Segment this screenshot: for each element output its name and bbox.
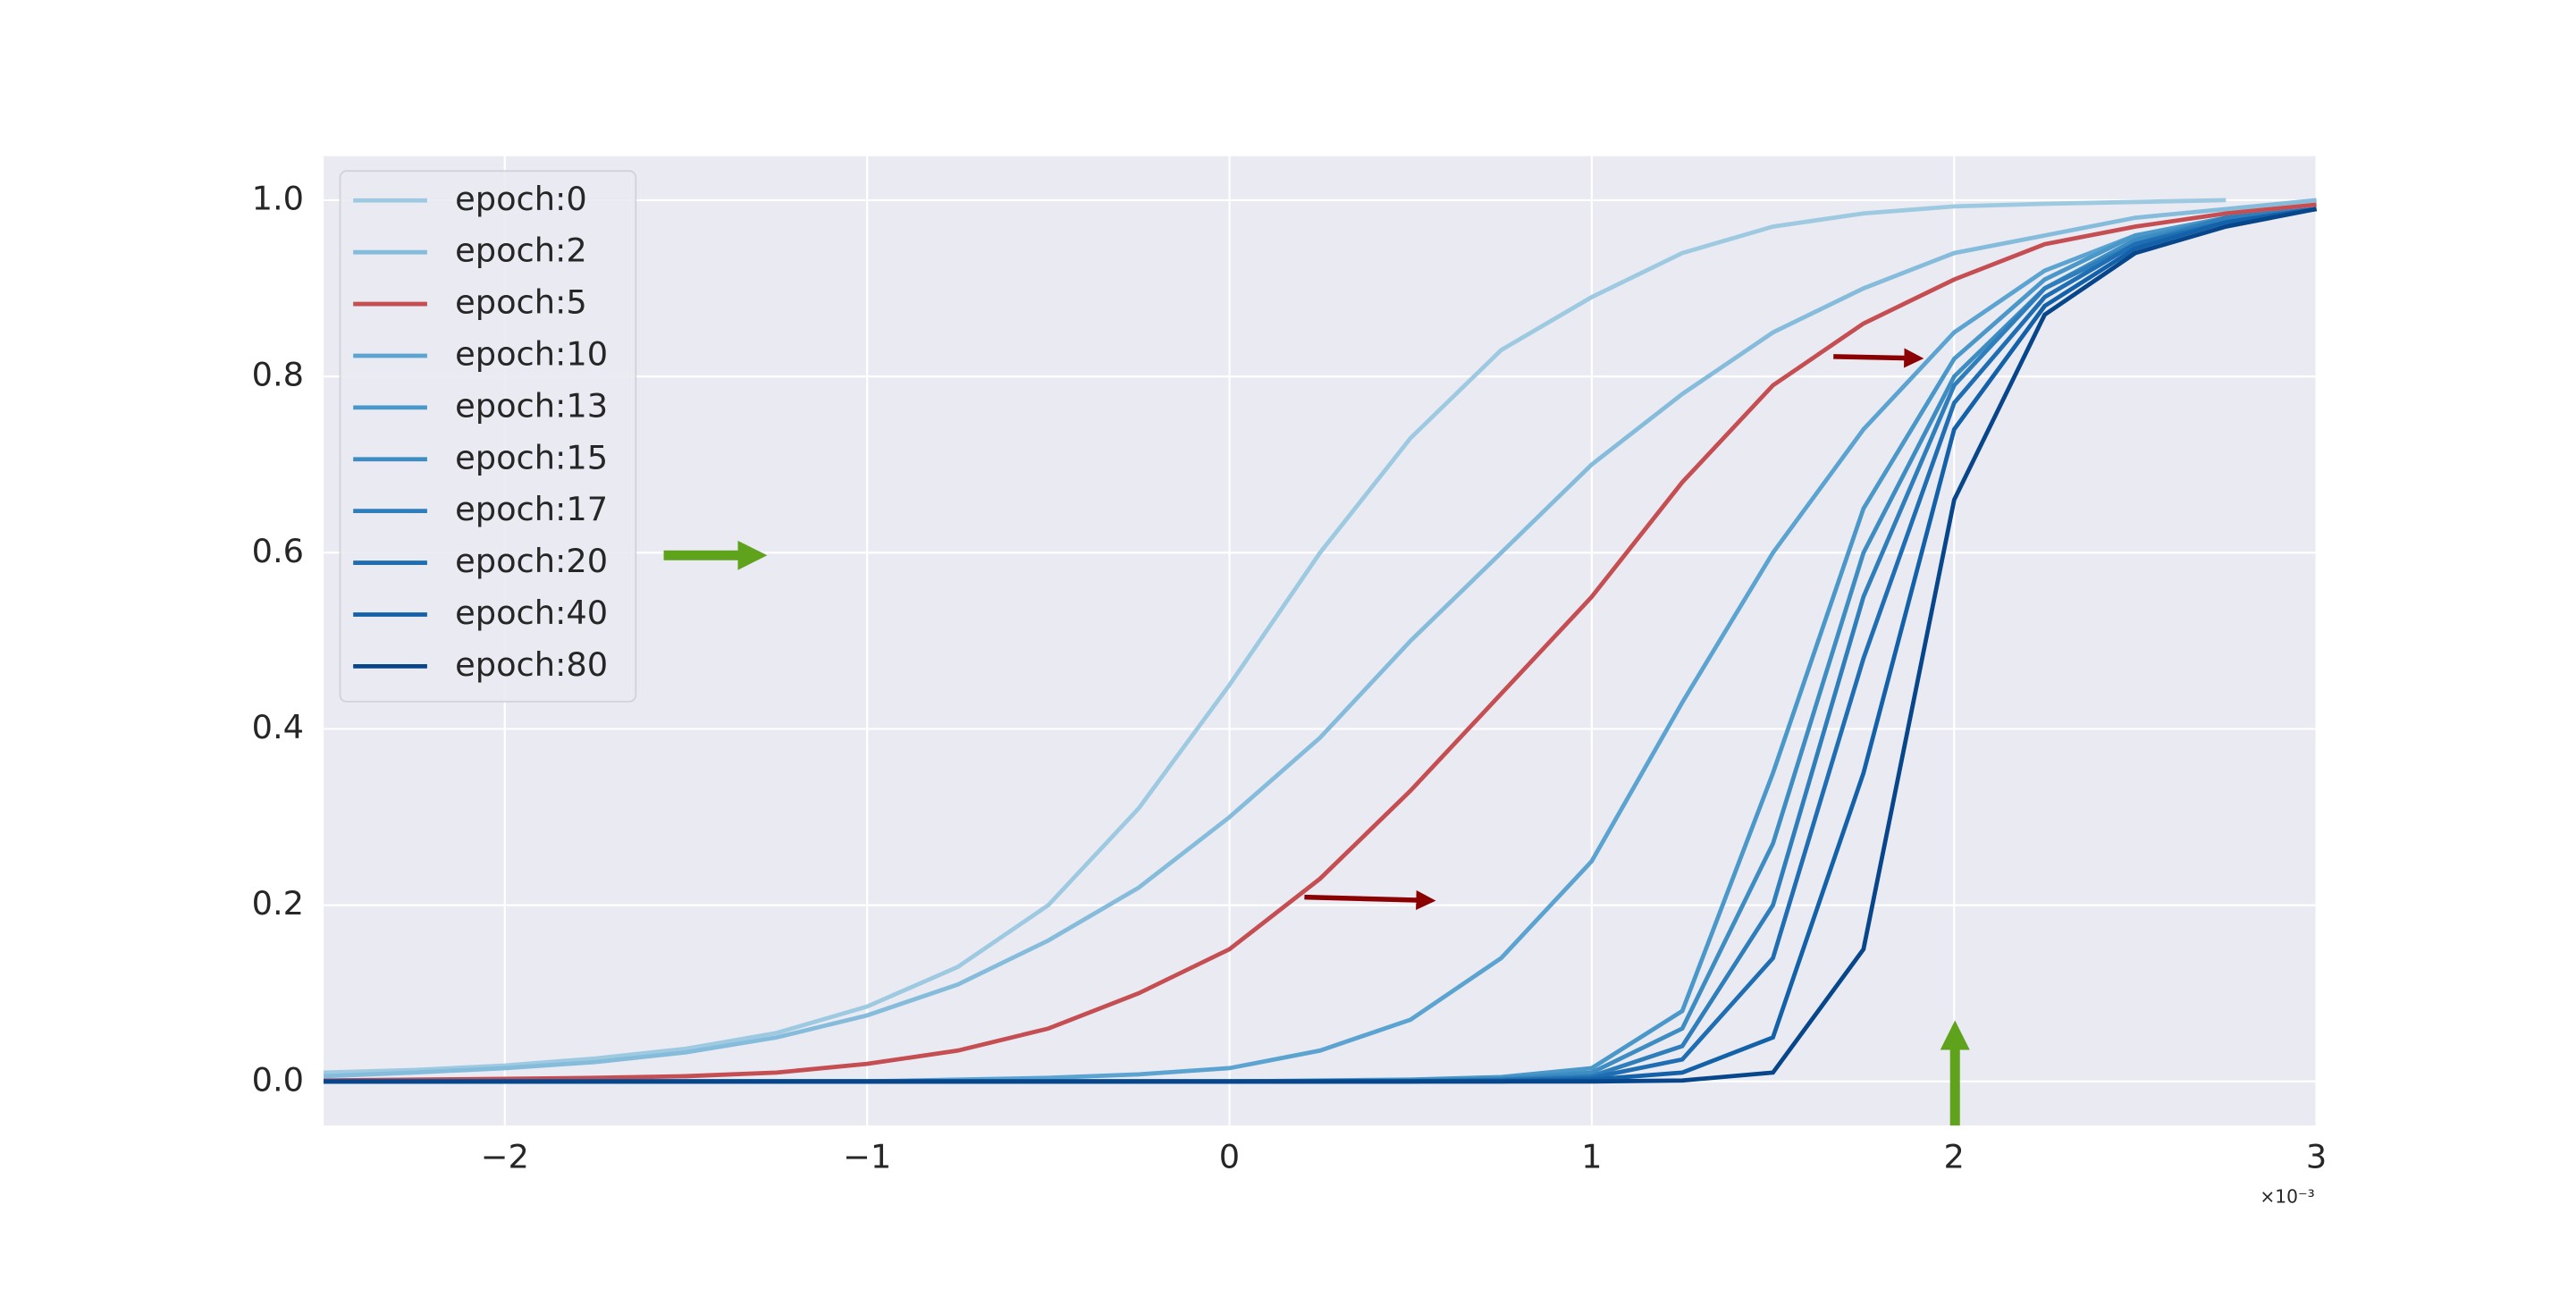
y-tick-label: 1.0 xyxy=(252,179,304,217)
data-line xyxy=(323,198,2317,1079)
annotation-arrow xyxy=(1833,348,1924,368)
legend-label: epoch:5 xyxy=(455,283,587,322)
x-tick-label: 0 xyxy=(1219,1137,1240,1175)
data-line xyxy=(324,202,2317,1083)
legend-label: epoch:17 xyxy=(455,490,608,528)
y-tick-label: 0.0 xyxy=(252,1060,304,1099)
x-tick-label: 1 xyxy=(1581,1137,1602,1175)
x-tick-label: −2 xyxy=(481,1137,529,1175)
data-line xyxy=(324,198,2227,1075)
x-tick-label: 2 xyxy=(1944,1137,1965,1175)
legend-label: epoch:20 xyxy=(455,542,608,580)
y-tick-label: 0.2 xyxy=(252,884,304,923)
x-tick-label: −1 xyxy=(843,1137,891,1175)
legend-label: epoch:2 xyxy=(455,232,587,270)
legend-label: epoch:0 xyxy=(455,180,587,218)
legend-label: epoch:10 xyxy=(455,334,608,373)
legend-label: epoch:40 xyxy=(455,594,608,632)
x-offset-label: ×10⁻³ xyxy=(2260,1185,2314,1207)
data-line xyxy=(324,206,2318,1084)
x-tick-label: 3 xyxy=(2306,1137,2327,1175)
y-tick-label: 0.8 xyxy=(252,356,304,394)
legend-label: epoch:13 xyxy=(455,386,608,425)
legend-label: epoch:80 xyxy=(455,645,608,684)
annotation-arrow xyxy=(1304,889,1436,910)
plot-area xyxy=(324,156,2317,1126)
legend-label: epoch:15 xyxy=(455,438,608,476)
y-tick-label: 0.6 xyxy=(252,532,304,570)
y-tick-label: 0.4 xyxy=(252,708,304,746)
